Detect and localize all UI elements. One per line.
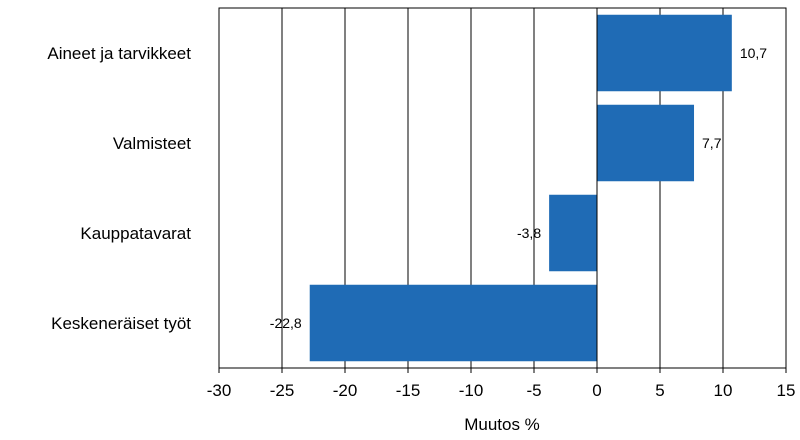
x-tick-label: -30 <box>207 381 232 400</box>
x-tick-label: 15 <box>777 381 796 400</box>
bars <box>309 8 732 368</box>
x-axis-title: Muutos % <box>464 415 540 434</box>
x-tick-label: 0 <box>592 381 601 400</box>
x-axis-ticks: -30 -25 -20 -15 -10 -5 0 5 10 15 <box>207 368 796 400</box>
x-tick-label: -10 <box>459 381 484 400</box>
value-label: 7,7 <box>702 135 722 151</box>
bar <box>597 14 732 92</box>
bar <box>549 194 597 272</box>
x-tick-label: -25 <box>270 381 295 400</box>
x-tick-label: -5 <box>526 381 541 400</box>
bar <box>597 104 695 182</box>
x-tick-label: 5 <box>655 381 664 400</box>
value-label: -22,8 <box>270 315 302 331</box>
bar <box>309 284 597 362</box>
category-label: Aineet ja tarvikkeet <box>47 44 191 63</box>
x-tick-label: -20 <box>333 381 358 400</box>
category-label: Keskeneräiset työt <box>51 314 191 333</box>
x-tick-label: 10 <box>714 381 733 400</box>
category-labels: Aineet ja tarvikkeet Valmisteet Kauppatava… <box>47 44 191 333</box>
category-label: Kauppatavarat <box>80 224 191 243</box>
value-label: 10,7 <box>740 45 767 61</box>
x-tick-label: -15 <box>396 381 421 400</box>
category-label: Valmisteet <box>113 134 191 153</box>
value-label: -3,8 <box>517 225 541 241</box>
value-labels: 10,7 7,7 -3,8 -22,8 <box>270 45 767 331</box>
